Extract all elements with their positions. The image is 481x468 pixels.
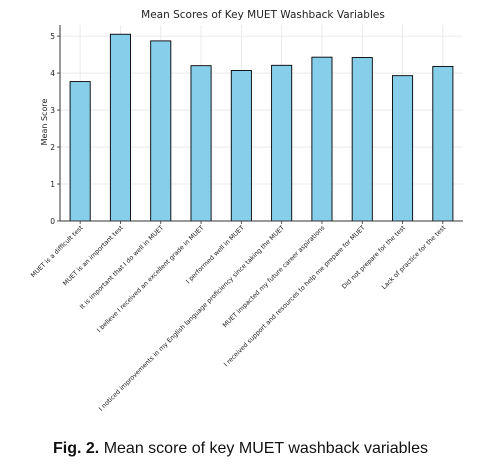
axes — [57, 25, 463, 224]
caption-label: Fig. 2. — [53, 440, 100, 457]
bar-chart: Mean Scores of Key MUET Washback Variabl… — [30, 9, 463, 413]
bar — [351, 57, 373, 222]
bar — [271, 64, 293, 222]
bars — [69, 33, 454, 222]
y-tick-label: 1 — [50, 180, 55, 189]
y-tick-label: 0 — [50, 217, 55, 226]
figure-caption: Fig. 2. Mean score of key MUET washback … — [0, 440, 481, 458]
y-tick-labels: 0 1 2 3 4 5 — [50, 32, 55, 226]
y-tick-label: 4 — [50, 69, 55, 78]
y-tick-label: 3 — [50, 106, 55, 115]
bar — [432, 65, 454, 222]
x-tick-label: It is important that I do well in MUET — [79, 224, 165, 310]
bar — [311, 56, 333, 222]
x-tick-label: I noticed improvements in my English lan… — [98, 224, 286, 412]
chart-title: Mean Scores of Key MUET Washback Variabl… — [141, 9, 385, 21]
x-tick-label: I received support and resources to help… — [223, 224, 367, 368]
bar — [190, 65, 212, 222]
bar — [109, 33, 131, 222]
bar — [392, 75, 414, 222]
bar — [230, 70, 252, 222]
bar — [150, 40, 172, 222]
y-tick-label: 5 — [50, 32, 55, 41]
x-tick-label: Lack of practice for the test — [381, 224, 448, 291]
y-tick-label: 2 — [50, 143, 55, 152]
caption-text: Mean score of key MUET washback variable… — [103, 440, 428, 457]
bar — [69, 81, 91, 222]
y-axis-label: Mean Score — [40, 99, 49, 146]
